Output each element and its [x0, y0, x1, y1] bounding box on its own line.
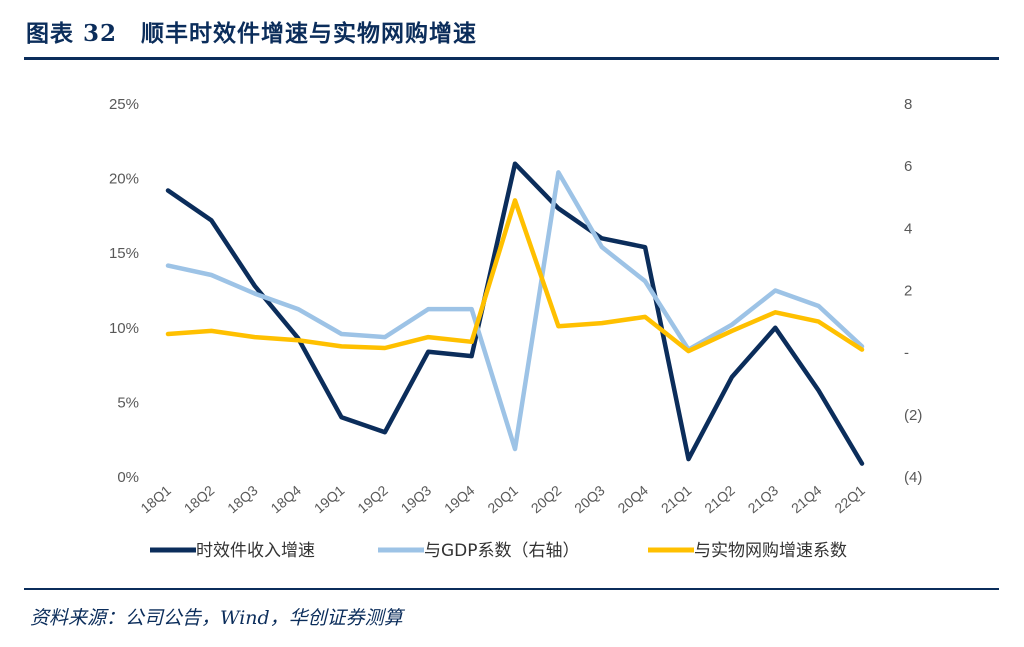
x-tick-label: 21Q2 [701, 482, 738, 516]
left-tick-label: 25% [109, 96, 139, 113]
x-tick-label: 21Q1 [658, 482, 695, 516]
left-axis-ticks: 0% 5% 10% 15% 20% 25% [109, 96, 139, 486]
x-tick-label: 21Q3 [745, 482, 782, 516]
x-tick-label: 18Q1 [137, 482, 174, 516]
x-tick-label: 19Q4 [441, 482, 478, 516]
right-axis-ticks: (4) (2) - 2 4 6 8 [904, 96, 922, 486]
right-tick-label: - [904, 345, 909, 362]
footer-divider [24, 588, 999, 590]
x-tick-label: 19Q2 [354, 482, 391, 516]
legend-label: 与GDP系数（右轴） [424, 541, 580, 561]
title-divider [24, 57, 999, 60]
legend-label: 与实物网购增速系数 [694, 541, 847, 561]
x-tick-label: 21Q4 [788, 482, 825, 516]
series-line [165, 198, 865, 354]
series-line [165, 170, 865, 452]
x-tick-label: 19Q3 [398, 482, 435, 516]
x-axis-ticks: 18Q1 18Q2 18Q3 18Q4 19Q1 19Q2 19Q3 19Q4 20Q1 20Q2… [137, 482, 868, 516]
series-lines [165, 161, 865, 466]
chart-legend: 时效件收入增速 与GDP系数（右轴） 与实物网购增速系数 [150, 541, 847, 561]
right-tick-label: (4) [904, 469, 922, 486]
x-tick-label: 20Q1 [484, 482, 521, 516]
figure-title: 图表 32 顺丰时效件增速与实物网购增速 [26, 20, 478, 47]
right-tick-label: 4 [904, 220, 912, 237]
source-note: 资料来源：公司公告，Wind，华创证券测算 [30, 607, 403, 629]
legend-label: 时效件收入增速 [196, 541, 315, 561]
left-tick-label: 15% [109, 245, 139, 262]
x-tick-label: 20Q4 [615, 482, 652, 516]
left-tick-label: 5% [117, 394, 139, 411]
left-tick-label: 0% [117, 469, 139, 486]
x-tick-label: 20Q2 [528, 482, 565, 516]
x-tick-label: 18Q3 [224, 482, 261, 516]
left-tick-label: 10% [109, 320, 139, 337]
series-line [165, 161, 865, 466]
x-tick-label: 19Q1 [311, 482, 348, 516]
right-tick-label: 8 [904, 96, 912, 113]
x-tick-label: 18Q2 [181, 482, 218, 516]
right-tick-label: (2) [904, 407, 922, 424]
x-tick-label: 22Q1 [831, 482, 868, 516]
x-tick-label: 18Q4 [268, 482, 305, 516]
x-tick-label: 20Q3 [571, 482, 608, 516]
left-tick-label: 20% [109, 171, 139, 188]
right-tick-label: 2 [904, 283, 912, 300]
right-tick-label: 6 [904, 158, 912, 175]
